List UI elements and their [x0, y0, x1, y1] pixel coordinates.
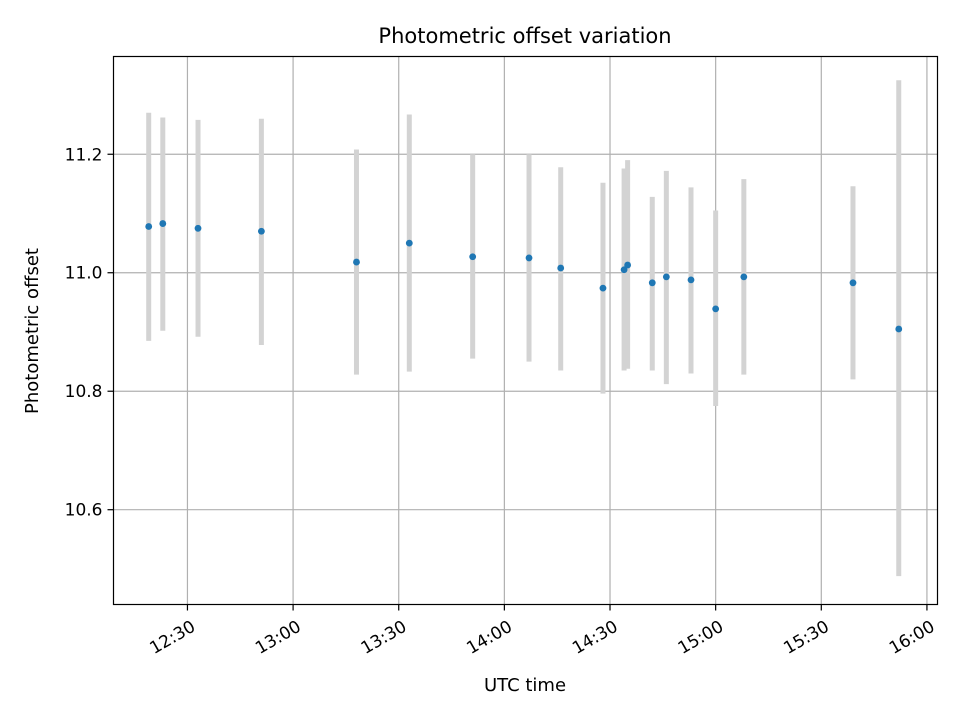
data-point: [648, 279, 656, 287]
data-point: [257, 227, 265, 235]
data-point: [599, 284, 607, 292]
data-point: [353, 258, 360, 266]
data-points: [145, 220, 903, 333]
y-axis-title: Photometric offset: [22, 248, 43, 414]
data-point: [557, 264, 565, 272]
data-point: [849, 279, 857, 287]
data-point: [194, 224, 202, 232]
data-point: [145, 223, 153, 230]
x-axis-title: UTC time: [484, 675, 566, 696]
data-point: [620, 266, 628, 274]
data-point: [469, 253, 477, 261]
chart-title: Photometric offset variation: [378, 24, 671, 48]
data-point: [662, 273, 670, 281]
y-tick-label: 10.8: [65, 382, 103, 402]
plot-frame: [112, 55, 939, 606]
y-axis: 10.6 10.8 11.0 11.2: [65, 145, 114, 521]
y-tick-label: 11.2: [65, 145, 103, 165]
data-point: [712, 305, 720, 313]
data-point: [740, 273, 748, 281]
y-tick-label: 10.6: [65, 501, 103, 521]
data-point: [687, 276, 695, 284]
data-point: [405, 239, 413, 247]
data-point: [159, 220, 167, 227]
y-tick-label: 11.0: [65, 264, 103, 284]
data-point: [895, 325, 903, 333]
data-point: [624, 261, 632, 269]
data-point: [525, 254, 533, 262]
